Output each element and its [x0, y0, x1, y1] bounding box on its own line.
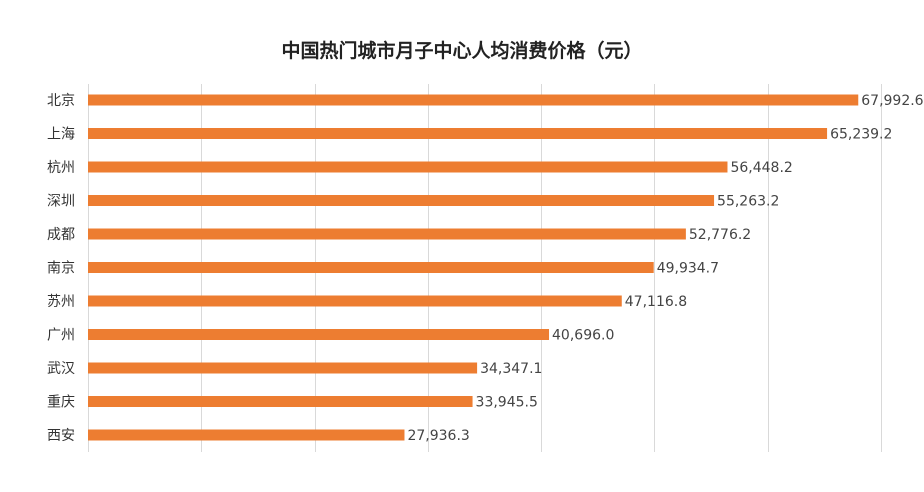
category-label: 武汉: [47, 361, 75, 377]
bar: [88, 262, 654, 273]
category-label: 杭州: [47, 160, 75, 176]
category-label: 重庆: [47, 395, 75, 411]
bar: [88, 128, 828, 139]
bar: [88, 228, 686, 240]
data-label: 55,263.2: [717, 194, 779, 210]
bar: [88, 161, 728, 173]
bar: [88, 94, 859, 106]
data-label: 27,936.3: [407, 428, 469, 444]
bar: [88, 362, 478, 374]
data-label: 65,239.2: [830, 127, 892, 143]
bar-layer: [88, 94, 859, 441]
data-label: 49,934.7: [657, 261, 719, 277]
chart-title: 中国热门城市月子中心人均消费价格（元）: [281, 40, 643, 62]
data-label: 40,696.0: [552, 328, 614, 344]
category-label: 北京: [47, 93, 75, 109]
category-label: 苏州: [47, 294, 75, 310]
data-label: 56,448.2: [730, 160, 792, 176]
category-label: 成都: [47, 227, 75, 243]
data-label: 34,347.1: [480, 361, 542, 377]
bar: [88, 429, 405, 441]
category-label: 广州: [47, 328, 75, 344]
bar: [88, 195, 715, 206]
data-label: 33,945.5: [476, 395, 538, 411]
category-label: 西安: [47, 428, 75, 444]
category-label: 深圳: [47, 194, 75, 210]
data-label: 52,776.2: [689, 227, 751, 243]
bar: [88, 396, 473, 407]
category-label: 上海: [47, 127, 75, 143]
data-label: 67,992.6: [861, 93, 923, 109]
category-label: 南京: [47, 261, 75, 277]
data-label: 47,116.8: [625, 294, 687, 310]
bar: [88, 329, 550, 340]
label-layer: 北京 67,992.6 上海 65,239.2 杭州 56,448.2 深圳 55,263.2…: [47, 93, 924, 444]
bar: [88, 295, 622, 307]
